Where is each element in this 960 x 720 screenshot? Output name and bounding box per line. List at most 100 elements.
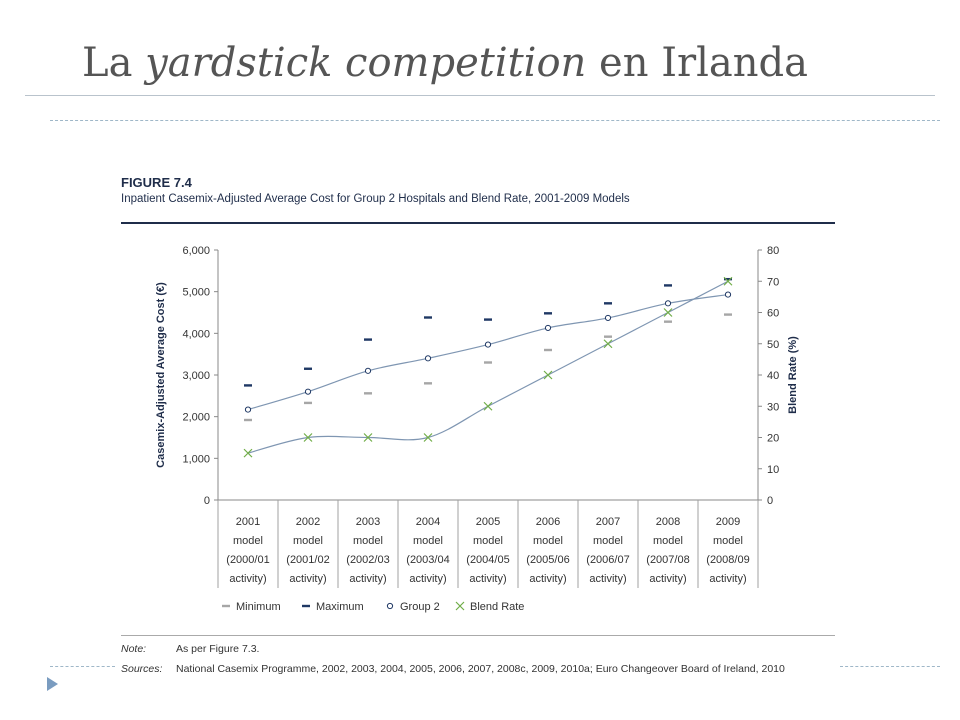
x-tick-label: (2002/03 xyxy=(346,554,389,566)
y-left-tick-label: 2,000 xyxy=(182,412,210,424)
figure-label: FIGURE 7.4 xyxy=(121,175,192,190)
group2-marker xyxy=(244,406,252,413)
y-right-tick-label: 10 xyxy=(767,464,779,476)
group2-marker xyxy=(604,314,612,322)
x-tick-label: (2006/07 xyxy=(586,554,629,566)
blend-rate-marker xyxy=(603,339,613,349)
legend-label: Minimum xyxy=(236,601,281,613)
x-tick-label: 2003 xyxy=(356,516,380,528)
slide-title-post: en Irlanda xyxy=(586,40,808,86)
figure-top-rule xyxy=(121,222,835,224)
slide-title: La yardstick competition en Irlanda xyxy=(82,40,808,86)
x-tick-label: model xyxy=(533,535,563,547)
x-tick-label: model xyxy=(413,535,443,547)
note-label: Note: xyxy=(121,643,147,655)
x-tick-label: model xyxy=(473,535,503,547)
blend-rate-marker xyxy=(543,370,553,380)
x-tick-label: activity) xyxy=(409,573,446,585)
y-right-tick-label: 20 xyxy=(767,433,779,445)
x-tick-label: (2001/02 xyxy=(286,554,329,566)
legend-symbol xyxy=(386,602,394,610)
blend-rate-marker xyxy=(423,433,433,442)
blend-rate-marker xyxy=(243,448,253,458)
x-tick-label: (2005/06 xyxy=(526,554,569,566)
legend-label: Blend Rate xyxy=(470,601,524,613)
x-tick-label: activity) xyxy=(709,573,746,585)
x-tick-label: 2005 xyxy=(476,516,500,528)
x-tick-label: model xyxy=(353,535,383,547)
x-tick-label: activity) xyxy=(529,573,566,585)
chart-plot-layer: 0 1,000 2,000 3,000 4,000 5,000 6,000 0 10 20 30 40… xyxy=(182,245,779,613)
sources-label: Sources: xyxy=(121,663,163,675)
x-tick-label: model xyxy=(293,535,323,547)
x-tick-label: activity) xyxy=(349,573,386,585)
x-tick-label: model xyxy=(713,535,743,547)
blend-rate-marker xyxy=(483,401,493,411)
bottom-dashed-divider-right xyxy=(840,666,940,667)
x-tick-label: 2007 xyxy=(596,516,620,528)
x-tick-label: activity) xyxy=(649,573,686,585)
legend-label: Group 2 xyxy=(400,601,440,613)
slide-title-emphasis: yardstick competition xyxy=(145,40,587,86)
x-tick-label: 2008 xyxy=(656,516,680,528)
figure-bottom-rule xyxy=(121,635,835,636)
y-right-tick-label: 30 xyxy=(767,401,779,413)
x-tick-label: activity) xyxy=(469,573,506,585)
y-left-tick-label: 3,000 xyxy=(182,370,210,382)
group2-marker xyxy=(484,341,492,348)
y-left-tick-label: 1,000 xyxy=(182,453,210,465)
x-tick-label: (2000/01 xyxy=(226,554,269,566)
x-tick-label: 2004 xyxy=(416,516,440,528)
y-right-tick-label: 60 xyxy=(767,308,779,320)
x-tick-label: activity) xyxy=(289,573,326,585)
sources-text: National Casemix Programme, 2002, 2003, … xyxy=(176,663,785,675)
y-left-tick-label: 5,000 xyxy=(182,287,210,299)
x-tick-label: (2003/04 xyxy=(406,554,449,566)
x-tick-label: 2001 xyxy=(236,516,260,528)
title-underline xyxy=(25,95,935,96)
blend-rate-marker xyxy=(723,276,733,286)
bottom-dashed-divider-left xyxy=(50,666,115,667)
figure-caption: Inpatient Casemix-Adjusted Average Cost … xyxy=(121,193,630,205)
group2-marker xyxy=(544,324,552,332)
note-text: As per Figure 7.3. xyxy=(176,643,260,655)
note-row: Note: As per Figure 7.3. xyxy=(121,643,259,655)
group2-trend-line xyxy=(247,293,729,411)
y-left-tick-label: 4,000 xyxy=(182,328,210,340)
blend-rate-marker xyxy=(303,433,313,442)
x-tick-label: (2008/09 xyxy=(706,554,749,566)
group2-marker xyxy=(304,388,312,395)
y-right-tick-label: 70 xyxy=(767,276,779,288)
group2-marker xyxy=(424,355,432,362)
x-tick-label: model xyxy=(653,535,683,547)
top-dashed-divider xyxy=(50,120,940,121)
legend-symbol xyxy=(455,601,465,611)
sources-row: Sources: National Casemix Programme, 2002… xyxy=(121,663,785,675)
x-tick-label: (2004/05 xyxy=(466,554,509,566)
x-tick-label: model xyxy=(593,535,623,547)
x-tick-label: 2002 xyxy=(296,516,320,528)
x-tick-label: activity) xyxy=(229,573,266,585)
blend-rate-marker xyxy=(363,433,373,442)
blend-rate-trend-line xyxy=(247,280,729,454)
legend-label: Maximum xyxy=(316,601,364,613)
x-tick-label: 2009 xyxy=(716,516,740,528)
y-right-tick-label: 80 xyxy=(767,245,779,257)
group2-marker xyxy=(364,367,372,374)
x-tick-label: activity) xyxy=(589,573,626,585)
blend-rate-marker xyxy=(663,308,673,317)
y-right-tick-label: 0 xyxy=(767,495,773,507)
y-right-tick-label: 50 xyxy=(767,339,779,351)
x-tick-label: model xyxy=(233,535,263,547)
slide-title-pre: La xyxy=(82,40,146,86)
y-right-tick-label: 40 xyxy=(767,370,779,382)
y-left-tick-label: 0 xyxy=(204,495,210,507)
y-left-tick-label: 6,000 xyxy=(182,245,210,257)
x-tick-label: 2006 xyxy=(536,516,560,528)
y-axis-label-right: Blend Rate (%) xyxy=(787,336,799,414)
x-tick-label: (2007/08 xyxy=(646,554,689,566)
group2-marker xyxy=(724,291,732,298)
y-axis-label-left: Casemix-Adjusted Average Cost (€) xyxy=(155,282,167,468)
group2-marker xyxy=(664,300,672,307)
